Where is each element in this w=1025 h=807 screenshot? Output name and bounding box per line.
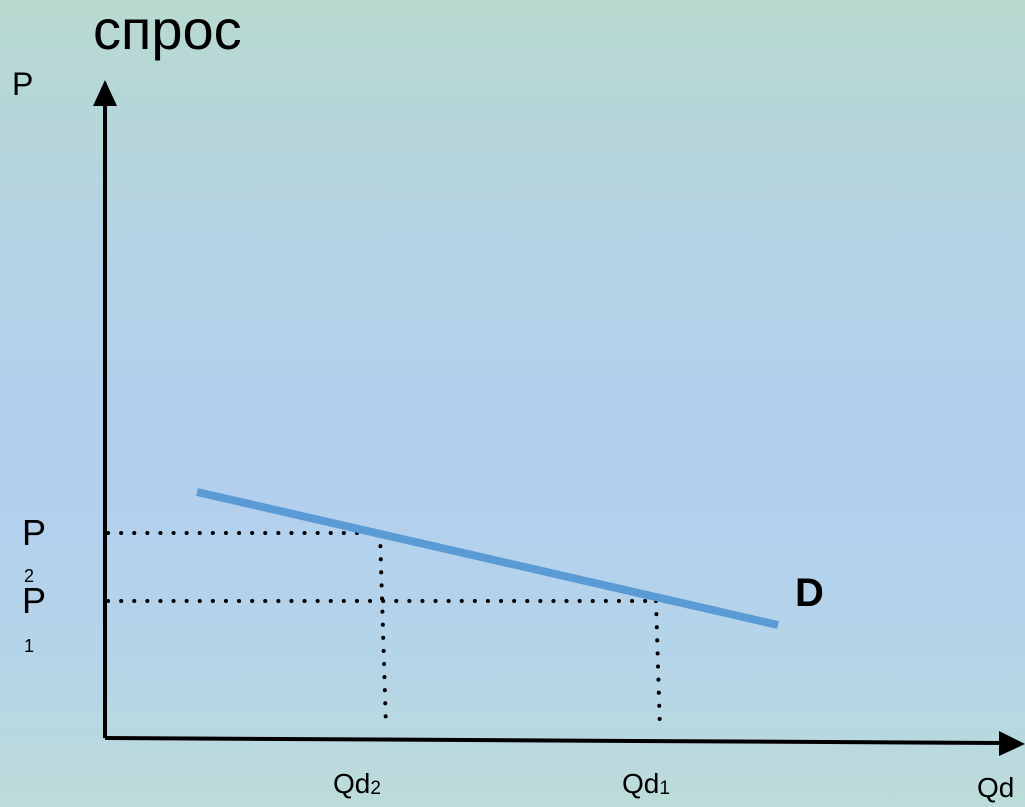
qd2-label: Qd2 [333, 768, 381, 805]
qd2-label-subscript: 2 [370, 778, 381, 799]
y-axis-label: P [12, 66, 34, 102]
qd1-guide-line [654, 599, 662, 732]
chart-title: спрос [93, 0, 242, 61]
demand-curve-label: D [795, 571, 824, 615]
qd1-label-base: Qd [622, 768, 660, 799]
demand-curve [196, 488, 779, 629]
x-axis-line [104, 736, 1003, 745]
p2-label-letter: P [22, 512, 47, 553]
p2-label-subscript: 2 [24, 566, 35, 586]
y-axis-arrowhead [93, 80, 117, 106]
p1-label-subscript: 1 [24, 636, 35, 656]
qd2-label-base: Qd [333, 768, 371, 799]
qd2-guide-line [378, 531, 388, 729]
x-axis-label: Qd [977, 772, 1015, 803]
x-axis-arrowhead [999, 731, 1025, 756]
qd1-label-subscript: 1 [659, 778, 670, 799]
qd1-label: Qd1 [622, 768, 670, 805]
p1-label-letter: P [22, 580, 47, 621]
